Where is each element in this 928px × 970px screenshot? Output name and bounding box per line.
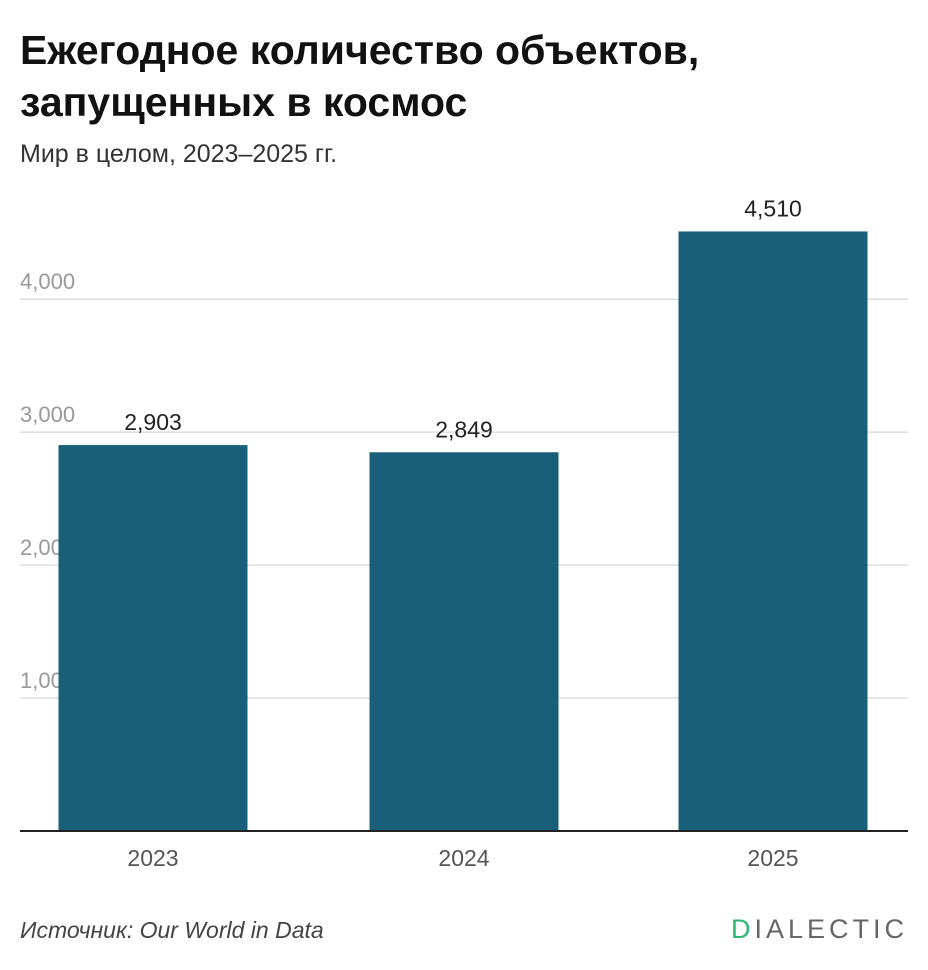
- x-axis-ticks: 2023 2024 2025: [127, 845, 798, 871]
- y-tick-label: 4,000: [20, 269, 75, 294]
- bars: [58, 231, 868, 831]
- value-label-2023: 2,903: [124, 409, 182, 435]
- value-label-2025: 4,510: [744, 195, 802, 221]
- x-tick-label-2024: 2024: [438, 845, 489, 871]
- x-tick-label-2023: 2023: [127, 845, 178, 871]
- brand-logo: DIALECTIC: [731, 914, 908, 945]
- chart-title: Ежегодное количество объектов, запущенны…: [20, 27, 700, 125]
- source-note: Источник: Our World in Data: [20, 917, 324, 943]
- bar-2023: [58, 445, 248, 831]
- brand-logo-text: IALECTIC: [754, 914, 908, 944]
- x-tick-label-2025: 2025: [747, 845, 798, 871]
- bar-2025: [678, 231, 868, 831]
- bar-2024: [369, 452, 559, 831]
- value-labels: 2,903 2,849 4,510: [124, 195, 802, 442]
- brand-logo-accent: D: [730, 914, 755, 944]
- chart-subtitle: Мир в целом, 2023–2025 гг.: [20, 140, 338, 168]
- y-tick-label: 3,000: [20, 402, 75, 427]
- value-label-2024: 2,849: [435, 416, 493, 442]
